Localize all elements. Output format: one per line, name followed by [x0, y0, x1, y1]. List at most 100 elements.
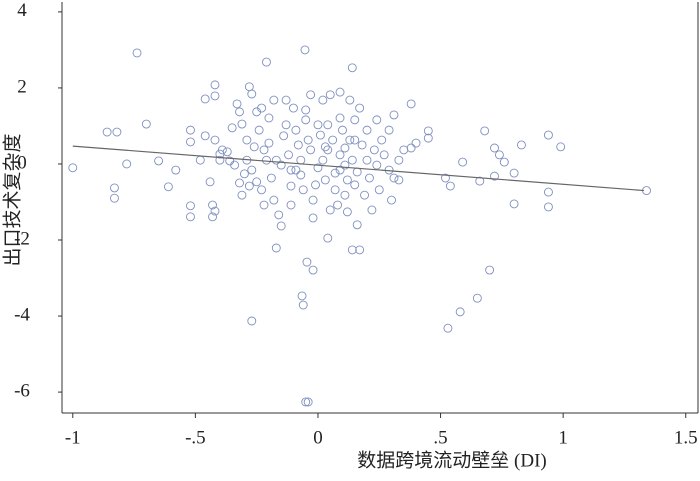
point [291, 165, 301, 175]
point [266, 173, 276, 183]
x-tick-label: 1 [558, 427, 568, 448]
point [490, 143, 499, 153]
point [276, 160, 286, 170]
point [494, 150, 504, 160]
point [286, 181, 296, 191]
point [298, 300, 308, 310]
point [509, 168, 519, 178]
point [330, 168, 340, 178]
point [458, 157, 468, 167]
point [325, 205, 335, 215]
point [269, 95, 279, 105]
point [291, 125, 301, 135]
point [372, 115, 382, 125]
point [323, 145, 333, 155]
point [338, 125, 347, 135]
point [302, 257, 312, 267]
point [210, 91, 220, 101]
point [163, 182, 173, 192]
point [313, 120, 323, 130]
point [347, 155, 357, 165]
point [186, 137, 195, 147]
point [352, 220, 362, 230]
point [543, 130, 553, 140]
point [296, 155, 306, 165]
point [333, 200, 343, 210]
point [200, 94, 210, 104]
point [296, 170, 306, 180]
point [340, 143, 350, 153]
point [543, 187, 553, 197]
point [264, 113, 274, 123]
point [286, 165, 296, 175]
point [311, 180, 320, 190]
point [200, 131, 210, 141]
point [323, 233, 333, 243]
point [335, 113, 345, 123]
point [222, 147, 232, 157]
point [235, 107, 244, 117]
point [141, 119, 151, 129]
point [342, 175, 352, 185]
point [406, 99, 416, 109]
point [306, 145, 316, 155]
point [286, 200, 296, 210]
point [318, 155, 328, 165]
point [517, 140, 526, 150]
point [281, 120, 291, 130]
point [325, 90, 335, 100]
point [259, 200, 269, 210]
point [374, 185, 384, 195]
point [350, 135, 360, 145]
y-tick-label: -6 [14, 380, 30, 401]
point [499, 157, 509, 167]
point [475, 176, 485, 186]
point [347, 63, 357, 73]
point [186, 125, 195, 135]
point [389, 110, 399, 120]
point [543, 202, 553, 212]
point [472, 293, 482, 303]
point [423, 133, 433, 143]
x-tick-label: -.5 [185, 427, 206, 448]
point [210, 135, 220, 145]
point [423, 126, 433, 136]
point [350, 180, 360, 190]
point [303, 397, 313, 407]
point [298, 185, 308, 195]
point [247, 165, 257, 175]
point [320, 142, 330, 152]
point [406, 143, 416, 153]
point [154, 156, 164, 166]
point [301, 105, 311, 115]
point [556, 142, 566, 152]
point [509, 199, 519, 209]
point [247, 89, 257, 99]
point [362, 125, 372, 135]
x-tick-label: 1.5 [674, 427, 698, 448]
point [399, 145, 409, 155]
point [171, 165, 181, 175]
point [279, 131, 289, 141]
point [379, 150, 389, 160]
point [365, 173, 374, 183]
point [301, 397, 311, 407]
point [257, 103, 267, 113]
fit-line [72, 145, 645, 192]
point [340, 190, 350, 200]
point [208, 212, 217, 222]
point [313, 163, 323, 173]
point [300, 45, 310, 55]
point [490, 171, 499, 181]
point [237, 190, 247, 200]
point [330, 185, 340, 195]
point [362, 155, 372, 165]
point [308, 195, 318, 205]
point [262, 57, 271, 67]
point [345, 95, 355, 105]
point [68, 163, 78, 173]
point [195, 155, 205, 165]
point [455, 307, 465, 317]
point [328, 135, 338, 145]
